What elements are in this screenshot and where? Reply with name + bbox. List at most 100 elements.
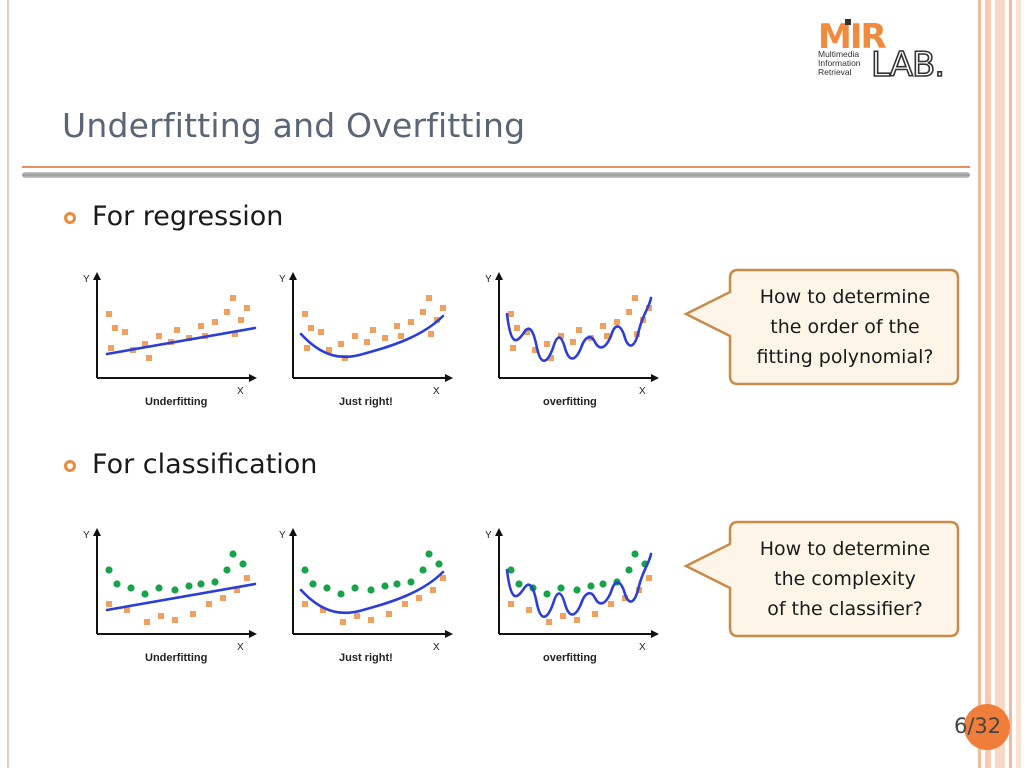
y-axis-label: Y <box>83 274 90 285</box>
slide-title: Underfitting and Overfitting <box>62 106 526 145</box>
plot-right-regression: Y X Just right! <box>279 272 453 408</box>
data-point <box>122 329 128 335</box>
data-point-class-a <box>144 619 150 625</box>
svg-text:MIR: MIR <box>818 17 886 57</box>
data-point <box>604 333 610 339</box>
data-point-class-a <box>646 575 652 581</box>
data-point <box>186 335 192 341</box>
plot-label: Just right! <box>339 652 393 664</box>
data-point <box>244 305 250 311</box>
data-point-class-a <box>220 595 226 601</box>
data-point-class-b <box>171 586 179 594</box>
fit-curve <box>105 582 257 612</box>
data-point-class-b <box>105 566 113 574</box>
data-point-class-b <box>367 586 375 594</box>
data-point <box>394 323 400 329</box>
plot-label: overfitting <box>543 396 597 408</box>
data-point-class-b <box>393 580 401 588</box>
data-point <box>174 327 180 333</box>
fit-curve <box>505 296 653 363</box>
y-axis-arrow <box>93 528 101 536</box>
data-point <box>238 317 244 323</box>
fit-curve <box>299 570 445 615</box>
data-point <box>370 327 376 333</box>
data-point <box>632 295 638 301</box>
fit-curve <box>505 552 653 619</box>
data-point <box>198 323 204 329</box>
x-axis-arrow <box>651 630 659 638</box>
data-point-class-a <box>416 595 422 601</box>
data-point <box>108 345 114 351</box>
y-axis-arrow <box>495 528 503 536</box>
data-point-class-b <box>419 566 427 574</box>
data-point <box>156 333 162 339</box>
data-point-class-a <box>608 601 614 607</box>
data-point <box>600 323 606 329</box>
plot-under-classification: Y X Underfitting <box>83 528 257 664</box>
data-point <box>318 329 324 335</box>
mirlab-logo-mark: MIR LAB. <box>818 17 946 86</box>
data-point-class-b <box>381 582 389 590</box>
data-point <box>382 335 388 341</box>
data-point-class-b <box>113 580 121 588</box>
data-point-class-a <box>206 601 212 607</box>
data-point <box>302 311 308 317</box>
data-point-class-a <box>106 601 112 607</box>
data-point <box>508 311 514 317</box>
fit-curve <box>299 314 445 359</box>
data-point <box>548 355 554 361</box>
data-point-class-b <box>599 580 607 588</box>
data-point <box>106 311 112 317</box>
x-axis-label: X <box>433 642 440 653</box>
y-axis-label: Y <box>279 530 286 541</box>
data-point <box>646 305 652 311</box>
data-point-class-a <box>190 611 196 617</box>
data-point <box>308 325 314 331</box>
data-point <box>398 333 404 339</box>
data-point-class-a <box>354 613 360 619</box>
data-point-class-a <box>172 617 178 623</box>
callout-line: of the classifier? <box>767 598 923 620</box>
svg-text:LAB.: LAB. <box>871 45 944 82</box>
data-point-class-b <box>573 586 581 594</box>
mirlab-logo: MIR LAB. Multimedia Information Retrieva… <box>818 16 963 86</box>
x-axis-label: X <box>639 386 646 397</box>
data-point-class-b <box>425 550 433 558</box>
data-point-class-a <box>244 575 250 581</box>
y-axis-label: Y <box>485 530 492 541</box>
data-point-class-b <box>127 584 135 592</box>
data-point <box>614 319 620 325</box>
data-point <box>544 341 550 347</box>
callout-line: How to determine <box>759 538 931 560</box>
title-divider-gray <box>22 172 970 178</box>
y-axis-label: Y <box>485 274 492 285</box>
data-point-class-b <box>141 590 149 598</box>
callout-classification-text: How to determine the complexity of the c… <box>732 534 958 624</box>
y-axis-arrow <box>289 528 297 536</box>
data-point-class-b <box>197 580 205 588</box>
data-point-class-a <box>574 617 580 623</box>
data-point-class-b <box>435 560 443 568</box>
data-point <box>576 327 582 333</box>
callout-line: fitting polynomial? <box>756 346 934 368</box>
callout-line: the order of the <box>770 316 920 338</box>
logo-subtitle: Multimedia Information Retrieval <box>818 49 861 77</box>
data-point-class-a <box>440 575 446 581</box>
data-point-class-a <box>622 595 628 601</box>
bullet-regression: For regression <box>92 201 284 232</box>
bullet-icon <box>64 212 76 224</box>
data-point <box>112 325 118 331</box>
data-point-class-a <box>158 613 164 619</box>
y-axis-label: Y <box>83 530 90 541</box>
data-point-class-b <box>309 580 317 588</box>
x-axis-label: X <box>433 386 440 397</box>
plot-label: Just right! <box>339 396 393 408</box>
callout-regression-text: How to determine the order of the fittin… <box>732 282 958 372</box>
data-point <box>212 319 218 325</box>
data-point <box>364 339 370 345</box>
data-point-class-b <box>323 584 331 592</box>
fit-curve <box>105 326 257 356</box>
y-axis-label: Y <box>279 274 286 285</box>
callout-line: How to determine <box>759 286 931 308</box>
bullet-classification: For classification <box>92 449 318 480</box>
